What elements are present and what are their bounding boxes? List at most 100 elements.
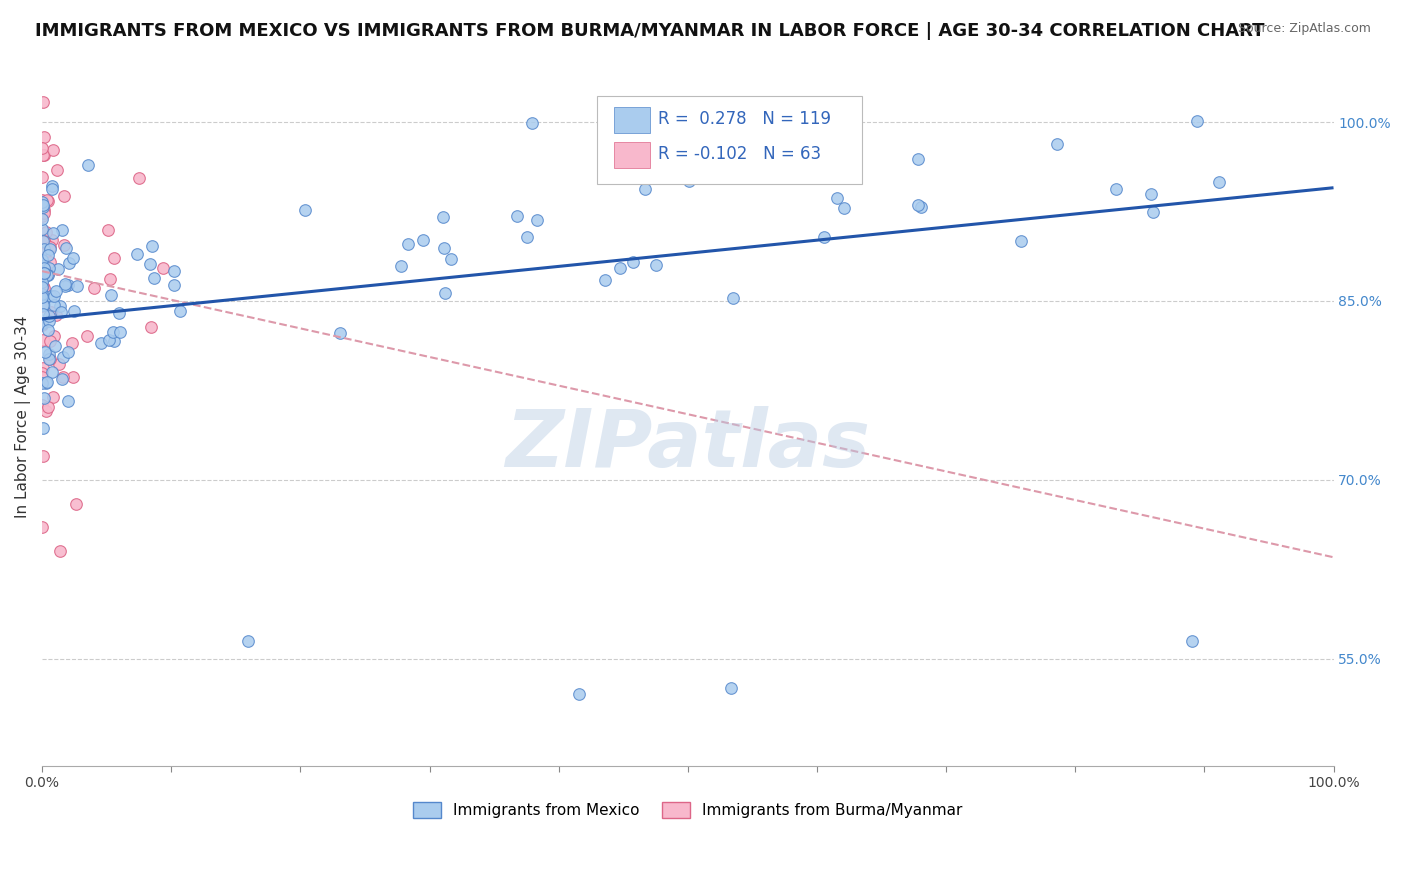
Point [31, 398, 53, 412]
Point [56, 277, 79, 292]
Point [621, 255, 644, 269]
Point [31, 194, 53, 209]
Point [52, 370, 75, 384]
Point [103, 334, 125, 348]
FancyBboxPatch shape [614, 142, 651, 169]
Point [522, 116, 544, 130]
Point [37, 268, 59, 283]
Point [108, 306, 131, 320]
FancyBboxPatch shape [598, 96, 862, 184]
Point [37, 267, 59, 281]
Point [58, 344, 80, 359]
Point [32, 267, 55, 281]
Point [52, 350, 75, 364]
Point [825, 191, 848, 205]
Point [238, 633, 260, 648]
Point [110, 325, 132, 339]
Point [49, 299, 72, 313]
Point [432, 241, 454, 255]
Point [31, 333, 53, 347]
Point [433, 285, 456, 300]
FancyBboxPatch shape [614, 107, 651, 134]
Point [98, 272, 121, 286]
Point [32, 266, 55, 280]
Point [42, 143, 65, 157]
Text: IMMIGRANTS FROM MEXICO VS IMMIGRANTS FROM BURMA/MYANMAR IN LABOR FORCE | AGE 30-: IMMIGRANTS FROM MEXICO VS IMMIGRANTS FRO… [35, 22, 1264, 40]
Point [31, 298, 53, 312]
Point [90, 335, 112, 350]
Point [37, 248, 59, 262]
Point [31, 198, 53, 212]
Point [31, 280, 53, 294]
Point [46, 163, 69, 178]
Point [35, 404, 58, 418]
Point [41, 233, 63, 247]
Point [45, 285, 67, 299]
Point [31, 272, 53, 286]
Point [1140, 187, 1163, 202]
Point [63, 304, 86, 318]
Point [163, 264, 186, 278]
Point [128, 170, 150, 185]
Point [31, 270, 53, 285]
Point [51, 372, 73, 386]
Point [42, 226, 65, 240]
Point [634, 182, 657, 196]
Point [813, 230, 835, 244]
Point [412, 233, 434, 247]
Point [31, 275, 53, 289]
Point [37, 376, 59, 390]
Point [31, 318, 53, 332]
Point [49, 305, 72, 319]
Point [526, 213, 548, 227]
Point [152, 260, 174, 275]
Point [34, 236, 56, 251]
Point [32, 298, 55, 312]
Point [169, 304, 191, 318]
Point [34, 345, 56, 359]
Point [1010, 234, 1032, 248]
Point [1046, 136, 1069, 151]
Point [53, 238, 76, 252]
Point [659, 133, 682, 147]
Point [834, 201, 856, 215]
Point [34, 251, 56, 265]
Point [31, 211, 53, 226]
Point [37, 268, 59, 283]
Point [139, 320, 162, 334]
Point [31, 290, 53, 304]
Point [720, 681, 742, 696]
Point [516, 229, 538, 244]
Point [37, 193, 59, 207]
Point [76, 329, 98, 343]
Point [31, 520, 53, 534]
Point [53, 189, 76, 203]
Point [907, 152, 929, 166]
Point [38, 347, 60, 361]
Point [37, 194, 59, 209]
Y-axis label: In Labor Force | Age 30-34: In Labor Force | Age 30-34 [15, 316, 31, 518]
Point [31, 268, 53, 283]
Point [31, 376, 53, 390]
Point [31, 370, 53, 384]
Point [42, 390, 65, 404]
Point [329, 326, 352, 341]
Point [39, 243, 62, 257]
Point [127, 246, 149, 260]
Point [42, 289, 65, 303]
Point [46, 262, 69, 277]
Point [645, 258, 668, 272]
Point [31, 95, 53, 110]
Point [58, 255, 80, 269]
Point [62, 251, 84, 265]
Point [32, 281, 55, 295]
Point [37, 323, 59, 337]
Point [31, 253, 53, 268]
Point [32, 202, 55, 217]
Point [31, 221, 53, 235]
Point [32, 361, 55, 376]
Point [41, 182, 63, 196]
Point [568, 687, 591, 701]
Point [44, 339, 66, 353]
Point [609, 261, 631, 276]
